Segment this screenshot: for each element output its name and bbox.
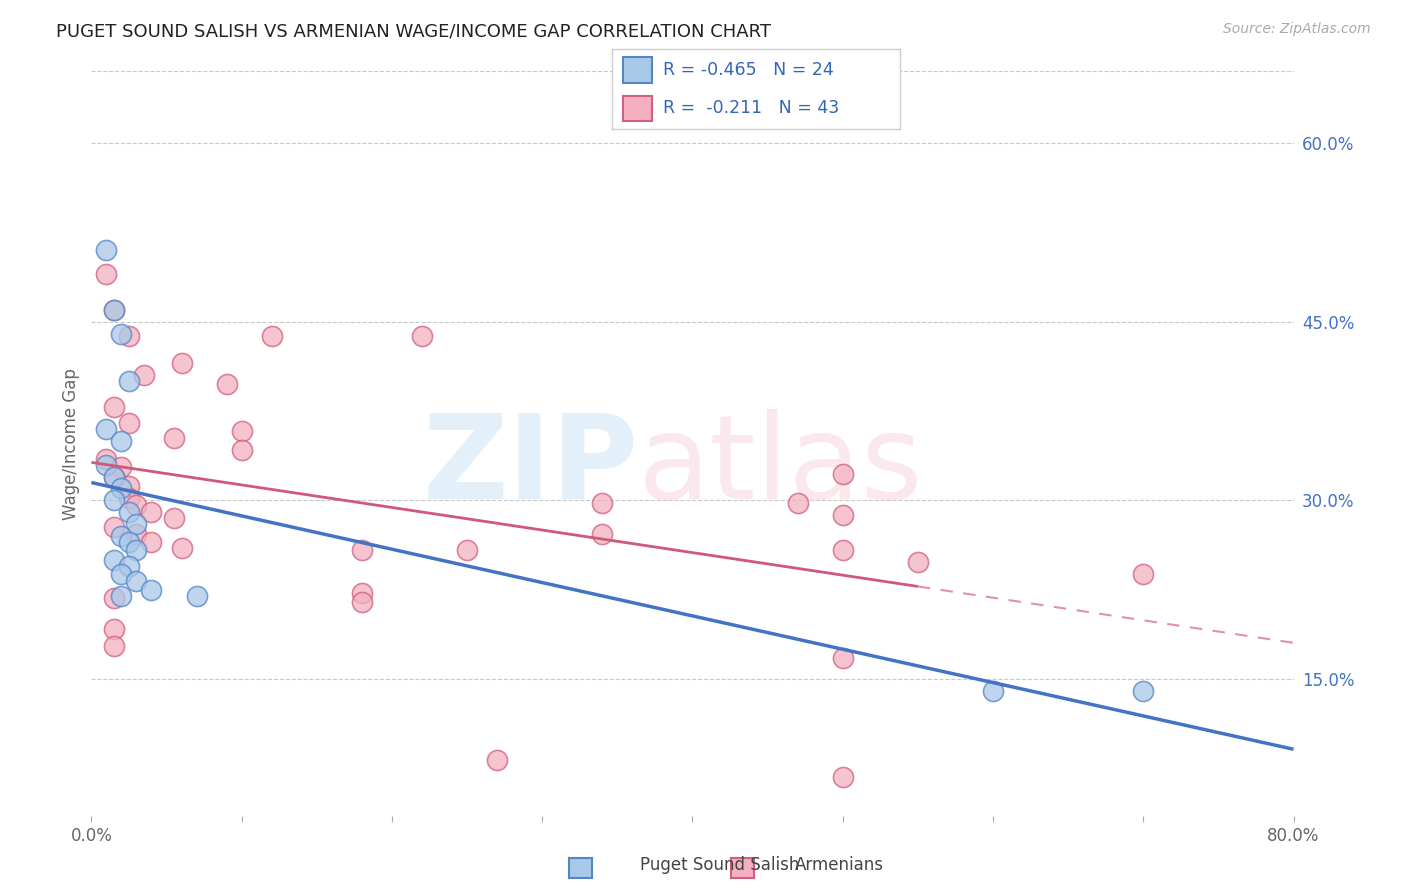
Point: [103, 493, 125, 508]
Point: [186, 589, 208, 603]
Point: [215, 376, 238, 391]
Point: [110, 326, 132, 341]
Point: [96, 451, 118, 466]
Text: R =  -0.211   N = 43: R = -0.211 N = 43: [664, 100, 839, 118]
Point: [163, 431, 186, 445]
Point: [103, 622, 125, 636]
Point: [125, 498, 148, 512]
Point: [103, 469, 125, 483]
Point: [125, 517, 148, 532]
Point: [141, 535, 163, 549]
Text: ZIP: ZIP: [422, 409, 638, 524]
Text: atlas: atlas: [638, 409, 924, 524]
Point: [132, 368, 155, 383]
Point: [591, 526, 613, 541]
Point: [125, 526, 148, 541]
Point: [1132, 567, 1154, 582]
Point: [786, 496, 808, 510]
Text: R = -0.465   N = 24: R = -0.465 N = 24: [664, 61, 834, 78]
Point: [110, 434, 132, 448]
Text: PUGET SOUND SALISH VS ARMENIAN WAGE/INCOME GAP CORRELATION CHART: PUGET SOUND SALISH VS ARMENIAN WAGE/INCO…: [56, 22, 772, 40]
Y-axis label: Wage/Income Gap: Wage/Income Gap: [62, 368, 80, 520]
Point: [110, 589, 132, 603]
Point: [411, 329, 433, 343]
Point: [118, 416, 141, 430]
Point: [103, 553, 125, 567]
Point: [103, 401, 125, 415]
Point: [170, 356, 193, 370]
Point: [125, 543, 148, 558]
Text: Source: ZipAtlas.com: Source: ZipAtlas.com: [1223, 22, 1371, 37]
Point: [118, 505, 141, 519]
Point: [125, 574, 148, 589]
Point: [350, 595, 373, 609]
Point: [1132, 684, 1154, 698]
Point: [350, 543, 373, 558]
Point: [486, 753, 509, 767]
Point: [103, 519, 125, 533]
Point: [96, 458, 118, 472]
Point: [831, 543, 853, 558]
Point: [118, 374, 141, 388]
Point: [103, 591, 125, 606]
Point: [231, 424, 253, 438]
Point: [118, 558, 141, 573]
Point: [96, 243, 118, 257]
Point: [981, 684, 1004, 698]
Point: [103, 302, 125, 317]
FancyBboxPatch shape: [623, 95, 652, 121]
Point: [350, 586, 373, 600]
Point: [118, 329, 141, 343]
Point: [141, 505, 163, 519]
Point: [831, 467, 853, 482]
Point: [260, 329, 283, 343]
Point: [118, 479, 141, 493]
Point: [110, 460, 132, 475]
Point: [170, 541, 193, 555]
Point: [96, 267, 118, 281]
Point: [831, 508, 853, 522]
Point: [456, 543, 478, 558]
Point: [231, 443, 253, 458]
Point: [110, 567, 132, 582]
Point: [591, 496, 613, 510]
FancyBboxPatch shape: [623, 57, 652, 83]
Point: [103, 302, 125, 317]
Text: Puget Sound Salish: Puget Sound Salish: [640, 856, 799, 874]
Point: [103, 469, 125, 483]
Point: [118, 535, 141, 549]
Point: [141, 582, 163, 597]
Point: [103, 639, 125, 653]
Point: [110, 482, 132, 496]
Point: [163, 511, 186, 525]
Point: [831, 650, 853, 665]
Point: [118, 491, 141, 505]
Point: [110, 529, 132, 543]
Point: [907, 555, 929, 569]
Point: [831, 770, 853, 784]
Point: [96, 422, 118, 436]
Text: Armenians: Armenians: [794, 856, 883, 874]
